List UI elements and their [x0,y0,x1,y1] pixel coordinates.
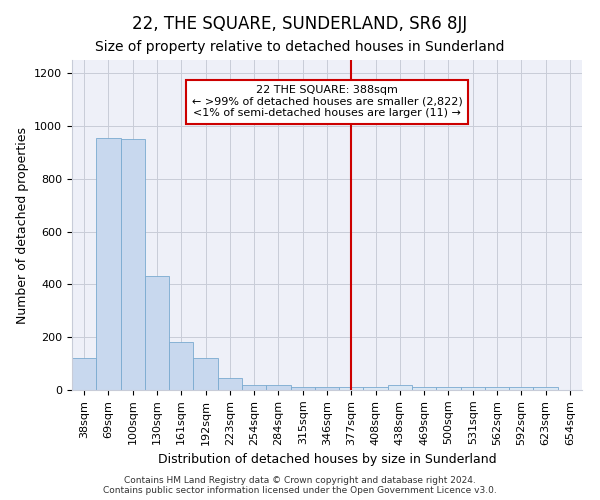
Bar [145,276,169,390]
Y-axis label: Number of detached properties: Number of detached properties [16,126,29,324]
Bar [436,388,461,390]
Bar [72,358,96,390]
Bar [193,358,218,390]
X-axis label: Distribution of detached houses by size in Sunderland: Distribution of detached houses by size … [158,453,496,466]
Bar [315,387,339,390]
Bar [412,388,436,390]
Bar [96,138,121,390]
Bar [242,385,266,390]
Bar [121,139,145,390]
Bar [169,342,193,390]
Bar [364,388,388,390]
Bar [533,388,558,390]
Text: 22 THE SQUARE: 388sqm
← >99% of detached houses are smaller (2,822)
<1% of semi-: 22 THE SQUARE: 388sqm ← >99% of detached… [191,85,463,118]
Bar [266,385,290,390]
Text: 22, THE SQUARE, SUNDERLAND, SR6 8JJ: 22, THE SQUARE, SUNDERLAND, SR6 8JJ [133,15,467,33]
Text: Contains HM Land Registry data © Crown copyright and database right 2024.
Contai: Contains HM Land Registry data © Crown c… [103,476,497,495]
Bar [461,388,485,390]
Bar [388,385,412,390]
Bar [290,387,315,390]
Bar [339,386,364,390]
Bar [485,388,509,390]
Text: Size of property relative to detached houses in Sunderland: Size of property relative to detached ho… [95,40,505,54]
Bar [509,388,533,390]
Bar [218,378,242,390]
